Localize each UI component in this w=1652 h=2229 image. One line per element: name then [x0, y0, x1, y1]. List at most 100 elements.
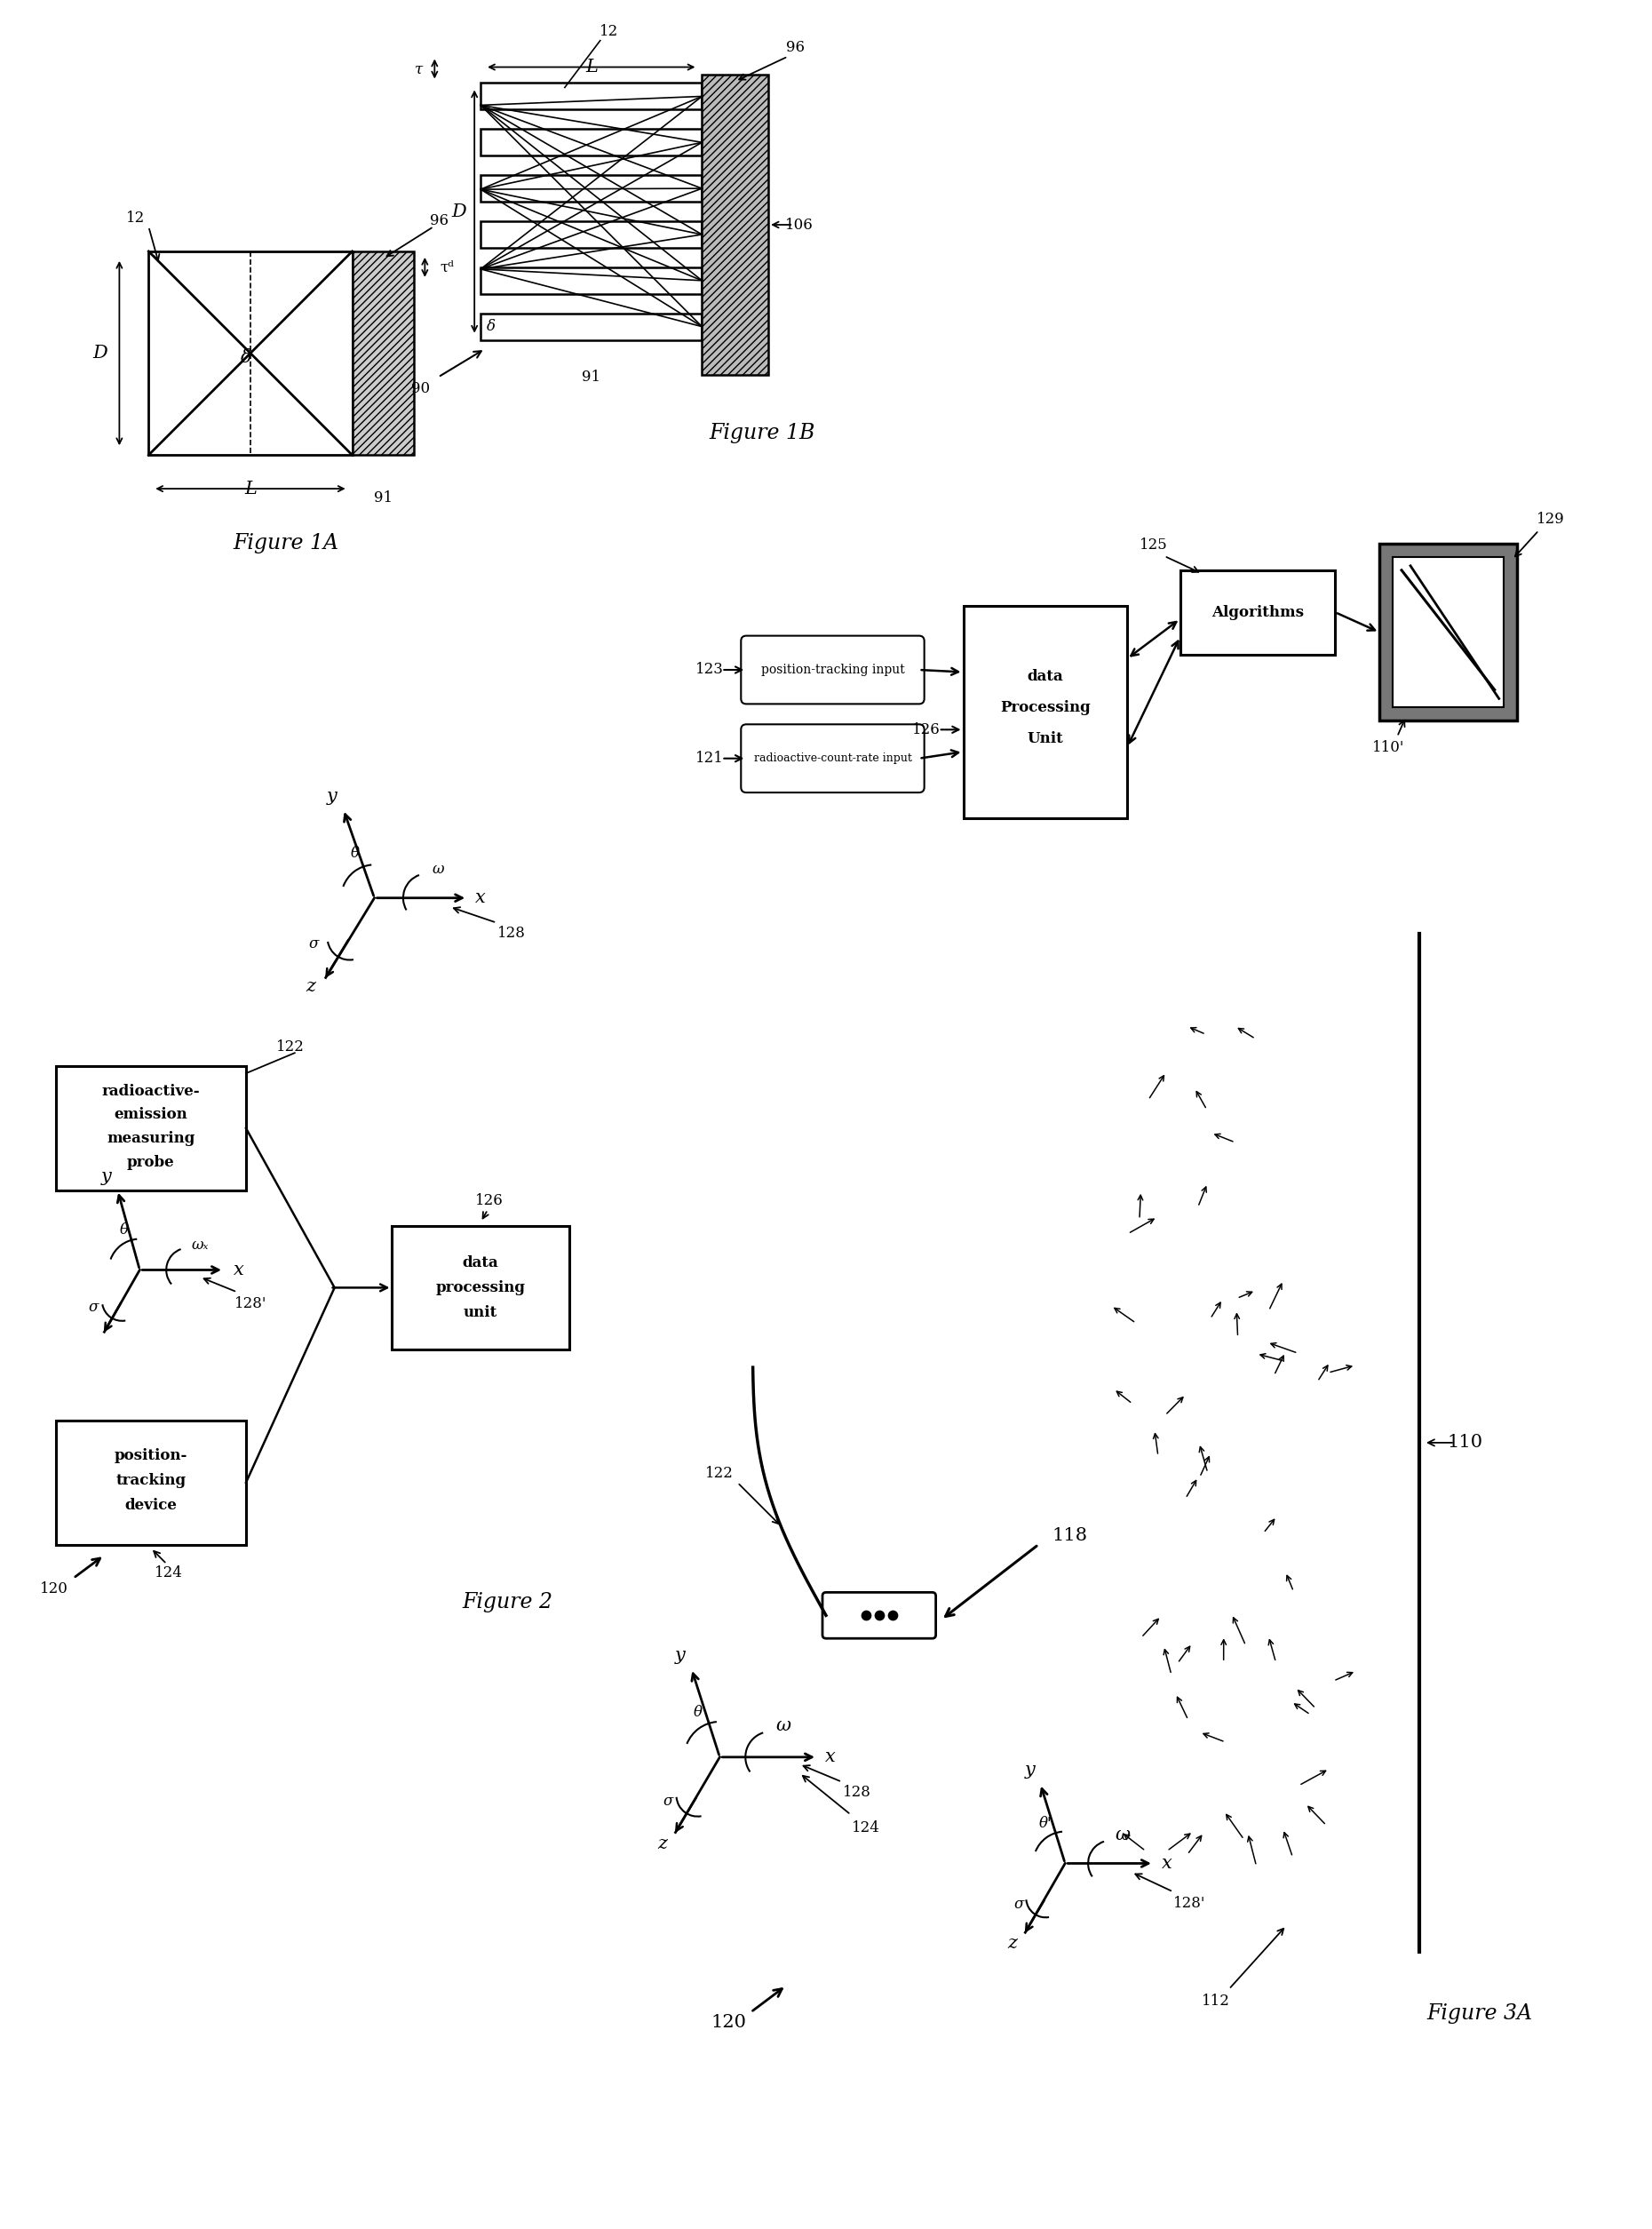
- Text: measuring: measuring: [107, 1132, 195, 1146]
- Text: 129: 129: [1536, 510, 1564, 526]
- Text: τ: τ: [415, 62, 423, 78]
- Text: σ: σ: [309, 936, 319, 952]
- Text: ω: ω: [1115, 1826, 1130, 1843]
- Text: 91: 91: [373, 490, 393, 506]
- Text: 124: 124: [852, 1821, 881, 1834]
- FancyBboxPatch shape: [823, 1592, 935, 1638]
- Text: 123: 123: [695, 662, 724, 678]
- Text: y: y: [674, 1647, 686, 1663]
- Bar: [56, 1065, 246, 1190]
- Text: D: D: [451, 203, 466, 221]
- Bar: [963, 606, 1127, 818]
- Point: [866, 1598, 892, 1634]
- Text: data: data: [1028, 669, 1064, 684]
- Bar: [56, 1420, 246, 1545]
- Bar: [1393, 557, 1503, 707]
- Bar: [392, 1226, 570, 1351]
- Text: x: x: [476, 889, 486, 907]
- Text: 12: 12: [126, 210, 145, 225]
- Text: 124: 124: [154, 1565, 183, 1580]
- Text: z: z: [657, 1834, 667, 1852]
- Bar: [1180, 571, 1335, 655]
- Text: 110': 110': [1373, 740, 1404, 756]
- Point: [879, 1598, 905, 1634]
- Text: 96: 96: [430, 212, 448, 227]
- FancyBboxPatch shape: [742, 724, 923, 794]
- Bar: [481, 221, 702, 247]
- Text: unit: unit: [464, 1304, 497, 1320]
- Text: ωₓ: ωₓ: [192, 1237, 208, 1253]
- Text: x: x: [1161, 1855, 1173, 1872]
- Text: L: L: [244, 479, 256, 497]
- Point: [852, 1598, 879, 1634]
- Text: δ: δ: [487, 319, 496, 334]
- Text: y: y: [327, 787, 337, 805]
- Text: Figure 1B: Figure 1B: [709, 424, 814, 444]
- Text: ω: ω: [776, 1719, 791, 1734]
- Text: probe: probe: [127, 1155, 175, 1170]
- Text: position-tracking input: position-tracking input: [762, 664, 905, 675]
- Text: Figure 1A: Figure 1A: [233, 533, 339, 553]
- Text: 12: 12: [600, 25, 618, 40]
- Text: 121: 121: [695, 751, 724, 767]
- Text: Processing: Processing: [999, 700, 1090, 716]
- Text: 128': 128': [1173, 1895, 1206, 1910]
- Text: δ: δ: [241, 350, 251, 366]
- Text: σ: σ: [1014, 1897, 1024, 1912]
- Text: σ: σ: [89, 1300, 99, 1315]
- Text: 120: 120: [40, 1580, 68, 1596]
- Bar: [481, 267, 702, 294]
- Text: θ: θ: [694, 1705, 702, 1721]
- Text: σ: σ: [664, 1794, 674, 1810]
- Text: 106: 106: [785, 216, 813, 232]
- Text: 96: 96: [786, 40, 805, 56]
- Bar: [352, 252, 415, 455]
- Text: emission: emission: [114, 1108, 188, 1123]
- Text: tracking: tracking: [116, 1473, 187, 1489]
- Bar: [702, 74, 768, 374]
- Text: 90: 90: [411, 381, 430, 397]
- Text: data: data: [463, 1255, 499, 1271]
- Text: Unit: Unit: [1028, 731, 1064, 747]
- Text: radioactive-: radioactive-: [102, 1083, 200, 1099]
- Text: 128': 128': [235, 1295, 266, 1311]
- Text: z: z: [306, 979, 316, 994]
- Text: device: device: [124, 1498, 177, 1513]
- Text: 126: 126: [912, 722, 940, 738]
- Text: 122: 122: [705, 1467, 733, 1482]
- Text: θ: θ: [119, 1221, 129, 1237]
- Text: 128: 128: [843, 1785, 871, 1801]
- Text: 118: 118: [1052, 1527, 1087, 1545]
- Text: θ: θ: [350, 847, 360, 860]
- Text: 126: 126: [476, 1193, 504, 1208]
- Text: 128: 128: [497, 925, 525, 941]
- Text: 91: 91: [582, 370, 601, 386]
- Bar: [481, 314, 702, 339]
- Text: 110: 110: [1447, 1433, 1483, 1451]
- Text: x: x: [233, 1262, 244, 1279]
- Text: Algorithms: Algorithms: [1211, 604, 1303, 620]
- Text: Figure 3A: Figure 3A: [1427, 2004, 1533, 2024]
- Text: L: L: [585, 58, 598, 76]
- Text: τᵈ: τᵈ: [439, 261, 454, 274]
- Bar: [481, 176, 702, 203]
- Bar: [481, 82, 702, 109]
- Text: position-: position-: [114, 1449, 187, 1464]
- Text: ω: ω: [433, 863, 444, 878]
- FancyBboxPatch shape: [742, 635, 923, 704]
- Text: 122: 122: [276, 1039, 304, 1054]
- Bar: [149, 252, 352, 455]
- Text: 120: 120: [710, 2015, 747, 2031]
- Text: 125: 125: [1140, 537, 1168, 553]
- Text: 112: 112: [1201, 1993, 1229, 2008]
- Text: θ': θ': [1039, 1817, 1052, 1830]
- Text: z: z: [1008, 1935, 1018, 1953]
- Bar: [1379, 544, 1517, 720]
- Text: y: y: [1024, 1761, 1034, 1779]
- Text: D: D: [93, 345, 107, 361]
- Text: Figure 2: Figure 2: [463, 1592, 552, 1612]
- Text: x: x: [826, 1750, 836, 1765]
- Text: processing: processing: [436, 1279, 525, 1295]
- Text: radioactive-count-rate input: radioactive-count-rate input: [753, 753, 912, 765]
- Text: y: y: [101, 1168, 111, 1186]
